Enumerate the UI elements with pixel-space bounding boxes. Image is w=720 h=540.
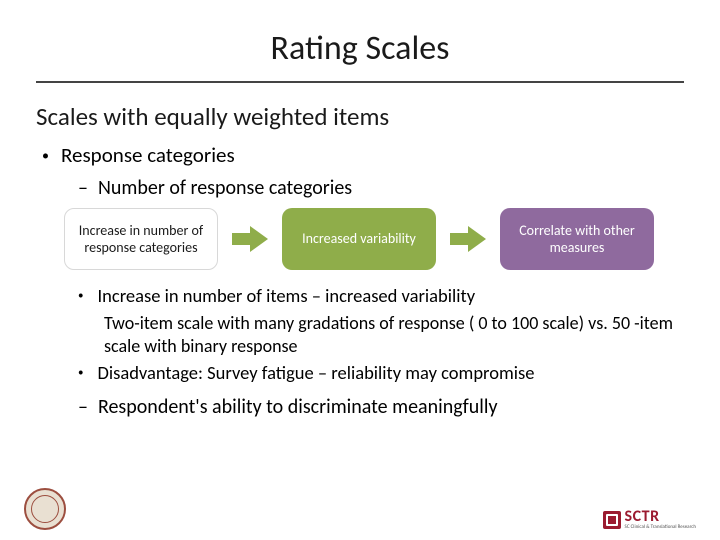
dash-icon: – — [78, 395, 88, 419]
sctr-text-block: SCTR SC Clinical & Translational Researc… — [625, 509, 696, 530]
bullet-dot-icon: • — [78, 284, 83, 308]
arrow-right-icon — [230, 224, 270, 254]
bullet-level2-text: Number of response categories — [98, 176, 352, 200]
slide-title: Rating Scales — [36, 28, 684, 69]
final-sub-text: Respondent's ability to discriminate mea… — [98, 395, 498, 419]
flow-box-3-text: Correlate with other measures — [508, 222, 646, 257]
small-bullet-1-continuation: Two-item scale with many gradations of r… — [104, 312, 684, 357]
small-bullet-1-text: Increase in number of items – increased … — [97, 284, 684, 307]
flow-diagram: Increase in number of response categorie… — [64, 208, 684, 270]
sctr-sub-text: SC Clinical & Translational Research — [625, 525, 696, 530]
arrow-1 — [226, 224, 274, 254]
flow-box-3: Correlate with other measures — [500, 208, 654, 270]
sctr-mark-icon — [603, 511, 621, 529]
slide-container: Rating Scales Scales with equally weight… — [0, 0, 720, 540]
bullet-dot-icon: • — [42, 142, 49, 170]
footer: SCTR SC Clinical & Translational Researc… — [24, 488, 696, 530]
seal-logo-icon — [24, 488, 66, 530]
small-bullet-2: • Disadvantage: Survey fatigue – reliabi… — [78, 361, 684, 385]
subheading: Scales with equally weighted items — [36, 101, 684, 132]
bullet-level1: • Response categories — [42, 142, 684, 170]
bullet-dot-icon: • — [78, 361, 83, 385]
arrow-right-icon — [448, 224, 488, 254]
sctr-main-text: SCTR — [625, 509, 696, 525]
flow-box-2: Increased variability — [282, 208, 436, 270]
arrow-2 — [444, 224, 492, 254]
flow-box-1: Increase in number of response categorie… — [64, 208, 218, 270]
bullet-level1-text: Response categories — [61, 142, 235, 168]
small-bullet-1: • Increase in number of items – increase… — [78, 284, 684, 308]
title-underline — [36, 81, 684, 83]
sctr-logo: SCTR SC Clinical & Translational Researc… — [603, 509, 696, 530]
bullet-level2: – Number of response categories — [78, 176, 684, 200]
dash-icon: – — [78, 176, 88, 200]
small-bullet-2-text: Disadvantage: Survey fatigue – reliabili… — [97, 361, 684, 384]
flow-box-2-text: Increased variability — [302, 230, 416, 248]
flow-box-1-text: Increase in number of response categorie… — [73, 222, 209, 257]
final-sub-bullet: – Respondent's ability to discriminate m… — [78, 395, 684, 419]
